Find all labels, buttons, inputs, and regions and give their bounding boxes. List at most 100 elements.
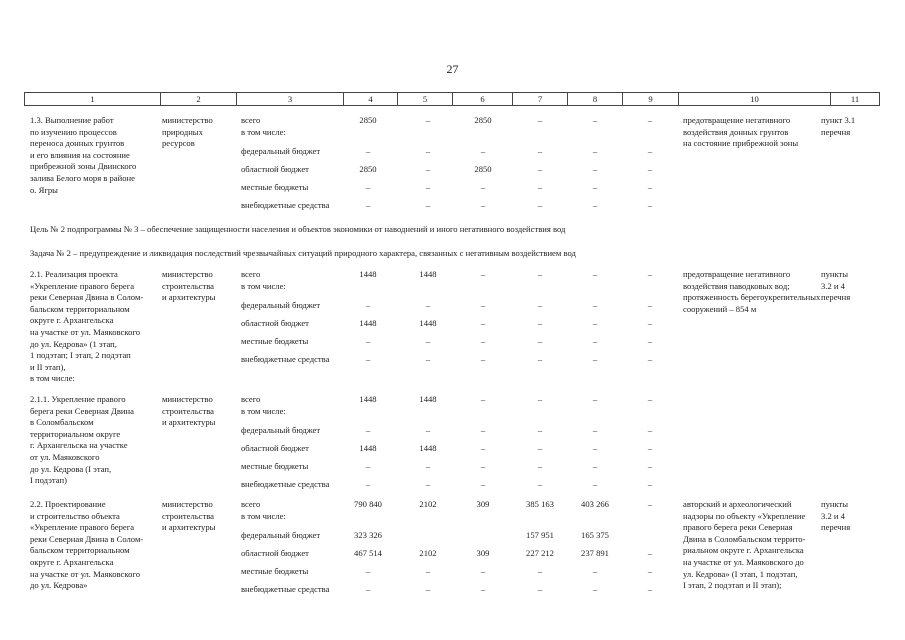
funding-value: – xyxy=(647,461,653,471)
funding-value: 467 514 xyxy=(354,548,382,558)
funding-value: – xyxy=(425,479,431,489)
funding-value: – xyxy=(425,425,431,435)
funding-value: – xyxy=(537,479,543,489)
funding-value: – xyxy=(647,443,653,453)
funding-value: 1448 xyxy=(419,443,437,453)
funding-value: 1448 xyxy=(419,269,437,279)
funding-value: – xyxy=(425,584,431,594)
funding-value: – xyxy=(647,499,653,509)
funding-value: – xyxy=(537,443,543,453)
funding-value: – xyxy=(480,318,486,328)
funding-value: – xyxy=(480,146,486,156)
funding-value: – xyxy=(592,584,598,594)
funding-value: – xyxy=(480,479,486,489)
header-column-11: 11 xyxy=(850,94,860,104)
funding-value: – xyxy=(647,164,653,174)
funding-value: – xyxy=(537,164,543,174)
executor: министерство природных ресурсов xyxy=(162,115,213,149)
expected-result: авторский и археологический надзоры по о… xyxy=(683,499,806,591)
funding-value: – xyxy=(480,584,486,594)
funding-value: – xyxy=(537,269,543,279)
funding-value: – xyxy=(647,115,653,125)
funding-source-label: внебюджетные средства xyxy=(241,479,330,489)
funding-value: – xyxy=(647,566,653,576)
funding-source-label: федеральный бюджет xyxy=(241,530,321,540)
funding-value: 1448 xyxy=(419,394,437,404)
header-column-1: 1 xyxy=(25,93,161,105)
funding-value: – xyxy=(647,354,653,364)
header-column-4: 4 xyxy=(344,93,398,105)
funding-value: 237 891 xyxy=(581,548,609,558)
funding-value: – xyxy=(592,300,598,310)
measure-name: 2.2. Проектирование и строительство объе… xyxy=(30,499,144,591)
funding-value: – xyxy=(480,425,486,435)
task-text: Задача № 2 – предупреждение и ликвидация… xyxy=(30,248,576,258)
funding-value: 1448 xyxy=(419,318,437,328)
funding-value: – xyxy=(365,354,371,364)
funding-value: 2102 xyxy=(419,548,437,558)
funding-value: – xyxy=(480,394,486,404)
funding-value: 790 840 xyxy=(354,499,382,509)
funding-value: – xyxy=(537,394,543,404)
funding-value: – xyxy=(365,479,371,489)
funding-value: – xyxy=(537,146,543,156)
list-reference: пункты 3.2 и 4 перечня xyxy=(821,269,851,303)
header-column-6: 6 xyxy=(453,93,513,105)
funding-value: – xyxy=(480,200,486,210)
funding-value: – xyxy=(592,566,598,576)
funding-value: – xyxy=(647,548,653,558)
executor: министерство строительства и архитектуры xyxy=(162,394,216,428)
header-column-8: 8 xyxy=(568,93,623,105)
measure-name: 2.1. Реализация проекта «Укрепление прав… xyxy=(30,269,144,384)
expected-result: предотвращение негативного воздействия п… xyxy=(683,269,821,314)
funding-value: 385 163 xyxy=(526,499,554,509)
funding-value: – xyxy=(425,115,431,125)
funding-value: – xyxy=(365,566,371,576)
funding-value: – xyxy=(365,584,371,594)
funding-source-label: внебюджетные средства xyxy=(241,354,330,364)
funding-value: – xyxy=(480,336,486,346)
funding-source-label: местные бюджеты xyxy=(241,336,309,346)
page-number: 27 xyxy=(446,62,459,76)
funding-value: – xyxy=(647,394,653,404)
funding-value: – xyxy=(592,479,598,489)
funding-value: – xyxy=(592,354,598,364)
funding-source-label: федеральный бюджет xyxy=(241,425,321,435)
funding-value: – xyxy=(647,318,653,328)
funding-value: – xyxy=(592,318,598,328)
funding-value: – xyxy=(480,354,486,364)
funding-value: – xyxy=(480,269,486,279)
funding-value: – xyxy=(647,425,653,435)
header-column-10: 10 xyxy=(679,93,831,105)
funding-value: – xyxy=(592,269,598,279)
funding-value: – xyxy=(537,461,543,471)
executor: министерство строительства и архитектуры xyxy=(162,499,216,533)
funding-value: – xyxy=(592,394,598,404)
funding-value: – xyxy=(647,300,653,310)
funding-value: – xyxy=(365,336,371,346)
funding-value: 1448 xyxy=(359,269,377,279)
funding-value: – xyxy=(592,164,598,174)
measure-name: 2.1.1. Укрепление правого берега реки Се… xyxy=(30,394,134,486)
funding-value: – xyxy=(425,566,431,576)
goal-text: Цель № 2 подпрограммы № 3 – обеспечение … xyxy=(30,224,566,234)
funding-value: 2850 xyxy=(359,115,377,125)
funding-source-label: областной бюджет xyxy=(241,164,309,174)
header-column-5: 5 xyxy=(398,93,453,105)
funding-value: – xyxy=(592,200,598,210)
expected-result: предотвращение негативного воздействия д… xyxy=(683,115,799,149)
funding-value: – xyxy=(365,461,371,471)
funding-source-label: всего в том числе: xyxy=(241,394,286,416)
funding-source-label: областной бюджет xyxy=(241,548,309,558)
funding-value: 2850 xyxy=(474,115,492,125)
header-column-2: 2 xyxy=(161,93,237,105)
funding-value: – xyxy=(425,354,431,364)
funding-value: – xyxy=(537,300,543,310)
funding-source-label: местные бюджеты xyxy=(241,182,309,192)
funding-value: – xyxy=(592,461,598,471)
executor: министерство строительства и архитектуры xyxy=(162,269,216,303)
funding-value: 2102 xyxy=(419,499,437,509)
list-reference: пункты 3.2 и 4 перечня xyxy=(821,499,851,533)
funding-value: 227 212 xyxy=(526,548,554,558)
funding-source-label: внебюджетные средства xyxy=(241,200,330,210)
